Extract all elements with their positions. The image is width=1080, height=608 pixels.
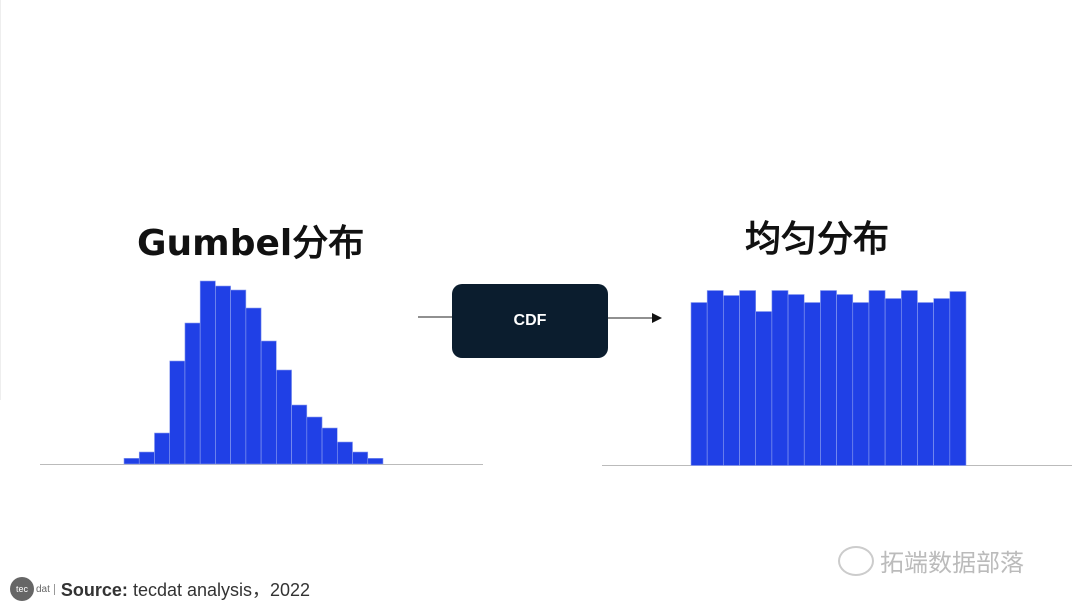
uniform-bar <box>917 302 934 466</box>
wechat-icon <box>838 545 874 576</box>
gumbel-bar <box>154 432 171 465</box>
gumbel-bar <box>291 404 308 465</box>
uniform-bar <box>836 294 854 466</box>
watermark-text: 拓端数据部落 <box>880 549 1024 577</box>
watermark: 拓端数据部落 <box>838 543 1024 578</box>
cdf-label: CDF <box>513 312 547 329</box>
arrow-head-icon <box>652 313 662 323</box>
uniform-bar <box>755 311 773 466</box>
gumbel-bar <box>245 307 262 465</box>
gumbel-bar <box>367 457 384 465</box>
gumbel-bar <box>184 322 201 465</box>
uniform-bar <box>884 298 902 466</box>
gumbel-bar <box>336 441 353 465</box>
gumbel-title: Gumbel分布 <box>137 223 365 264</box>
uniform-bar <box>852 302 870 466</box>
cdf-box: CDF <box>452 284 608 358</box>
footer: tec dat Source: tecdat analysis，2022 <box>10 576 310 602</box>
uniform-bar <box>949 291 967 466</box>
gumbel-bar <box>321 427 338 465</box>
uniform-bar <box>933 298 951 466</box>
uniform-title: 均匀分布 <box>745 219 890 260</box>
uniform-bar <box>690 302 708 466</box>
gumbel-bar <box>123 457 140 465</box>
gumbel-bar <box>199 280 216 465</box>
gumbel-bar <box>306 416 323 465</box>
uniform-bar <box>787 294 805 466</box>
source-text: tecdat analysis，2022 <box>127 580 311 600</box>
source-label: Source: <box>60 580 128 600</box>
tecdat-logo-suffix: dat <box>36 583 55 595</box>
uniform-bar <box>771 290 789 466</box>
gumbel-bar <box>352 451 369 465</box>
uniform-bar <box>868 290 886 466</box>
gumbel-bar <box>138 451 155 465</box>
gumbel-bar <box>230 289 247 465</box>
gumbel-bar <box>169 360 186 465</box>
uniform-bar <box>739 290 757 466</box>
uniform-bar <box>820 290 837 466</box>
edge-line <box>0 0 1 400</box>
uniform-bar <box>706 290 724 466</box>
uniform-bar <box>900 290 918 466</box>
tecdat-logo: tec <box>10 577 34 601</box>
uniform-bar <box>723 295 740 466</box>
gumbel-bar <box>215 285 231 465</box>
uniform-bar <box>803 302 821 466</box>
gumbel-bar <box>260 340 277 465</box>
gumbel-bar <box>276 369 292 465</box>
